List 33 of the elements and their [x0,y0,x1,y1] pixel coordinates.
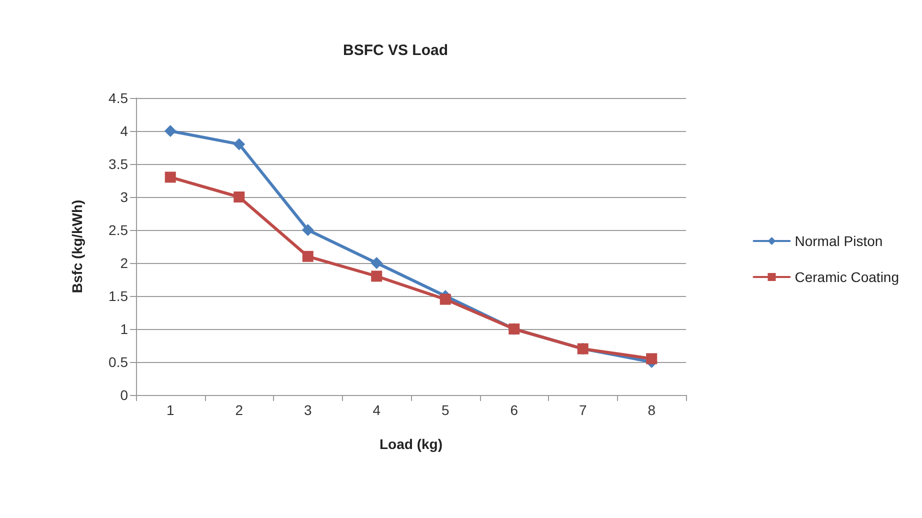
y-tick-label: 2.5 [108,222,128,238]
point [302,224,314,236]
y-tick-label: 2 [120,255,128,271]
y-tick-label: 0.5 [108,354,128,370]
y-tick-label: 0 [120,387,128,403]
y-tick-label: 4 [120,123,128,139]
point [370,257,383,269]
x-tick-label: 2 [235,402,244,418]
point [440,294,451,305]
x-tick-label: 4 [372,402,381,418]
point [646,353,658,364]
legend-label: Ceramic Coating [794,269,900,285]
point [371,270,382,282]
y-axis-title: Bsfc (kg/kWh) [69,200,85,294]
y-tick-label: 1 [120,321,128,337]
point [233,138,246,150]
legend-label: Normal Piston [794,233,883,249]
point [234,192,245,202]
point [164,172,176,183]
point [164,125,176,137]
y-tick-label: 3 [120,189,128,205]
x-tick-label: 6 [510,402,518,418]
y-tick-label: 1.5 [108,288,128,304]
point [302,250,314,262]
y-tick-label: 4.5 [108,90,128,106]
x-axis-title: Load (kg) [380,436,442,452]
y-tick-label: 3.5 [108,156,128,172]
x-tick-label: 7 [578,402,587,418]
x-tick-label: 1 [166,402,174,418]
x-tick-label: 5 [441,402,450,418]
x-tick-label: 3 [304,402,312,418]
x-tick-label: 8 [648,402,656,418]
chart-title: BSFC VS Load [343,42,448,59]
